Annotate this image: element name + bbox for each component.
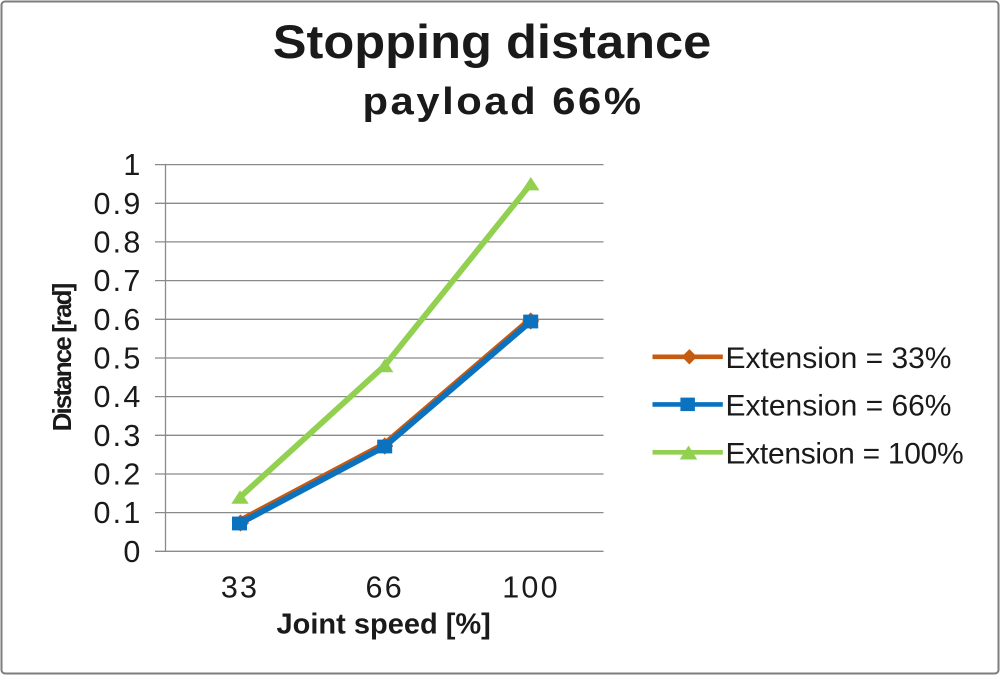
svg-text:0.4: 0.4 — [94, 380, 143, 414]
svg-text:0.1: 0.1 — [94, 496, 143, 530]
svg-text:Joint speed [%]: Joint speed [%] — [277, 609, 491, 641]
svg-text:0.2: 0.2 — [94, 458, 143, 492]
svg-text:Distance [rad]: Distance [rad] — [47, 283, 77, 431]
svg-text:0: 0 — [123, 535, 142, 569]
svg-text:Stopping distance: Stopping distance — [273, 17, 712, 69]
svg-text:100: 100 — [502, 571, 560, 605]
svg-text:payload 66%: payload 66% — [362, 81, 643, 123]
svg-text:66: 66 — [366, 571, 404, 605]
svg-text:Extension = 66%: Extension = 66% — [726, 390, 952, 423]
svg-text:1: 1 — [123, 148, 142, 182]
svg-text:0.7: 0.7 — [94, 264, 143, 298]
svg-text:0.8: 0.8 — [94, 225, 143, 259]
svg-text:0.5: 0.5 — [94, 342, 143, 376]
svg-text:Extension = 33%: Extension = 33% — [726, 342, 952, 375]
svg-text:0.9: 0.9 — [94, 187, 143, 221]
svg-text:0.3: 0.3 — [94, 419, 143, 453]
svg-text:33: 33 — [221, 571, 259, 605]
svg-text:Extension = 100%: Extension = 100% — [726, 437, 964, 470]
svg-text:0.6: 0.6 — [94, 303, 143, 337]
